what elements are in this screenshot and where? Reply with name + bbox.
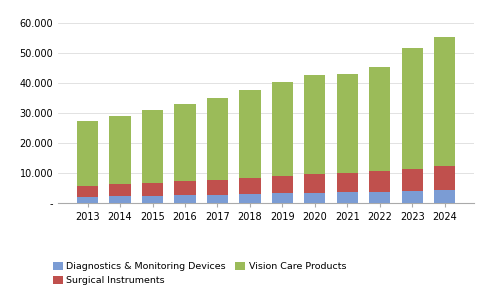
- Bar: [304, 193, 325, 203]
- Bar: [207, 98, 228, 180]
- Bar: [109, 184, 131, 196]
- Bar: [240, 90, 260, 178]
- Bar: [272, 176, 293, 193]
- Bar: [77, 197, 98, 203]
- Bar: [272, 193, 293, 203]
- Bar: [142, 196, 163, 203]
- Bar: [369, 192, 391, 203]
- Bar: [369, 171, 391, 192]
- Bar: [240, 194, 260, 203]
- Bar: [207, 195, 228, 203]
- Legend: Diagnostics & Monitoring Devices, Surgical Instruments, Vision Care Products: Diagnostics & Monitoring Devices, Surgic…: [53, 262, 346, 285]
- Bar: [77, 186, 98, 197]
- Bar: [240, 178, 260, 194]
- Bar: [337, 192, 358, 203]
- Bar: [109, 116, 131, 184]
- Bar: [402, 48, 423, 169]
- Bar: [402, 169, 423, 191]
- Bar: [304, 174, 325, 193]
- Bar: [369, 67, 391, 171]
- Bar: [304, 75, 325, 174]
- Bar: [174, 104, 196, 182]
- Bar: [174, 195, 196, 203]
- Bar: [434, 190, 455, 203]
- Bar: [207, 180, 228, 195]
- Bar: [142, 183, 163, 196]
- Bar: [109, 196, 131, 203]
- Bar: [174, 182, 196, 195]
- Bar: [434, 166, 455, 190]
- Bar: [142, 110, 163, 183]
- Bar: [434, 37, 455, 166]
- Bar: [337, 173, 358, 192]
- Bar: [402, 191, 423, 203]
- Bar: [77, 121, 98, 186]
- Bar: [272, 82, 293, 176]
- Bar: [337, 74, 358, 173]
